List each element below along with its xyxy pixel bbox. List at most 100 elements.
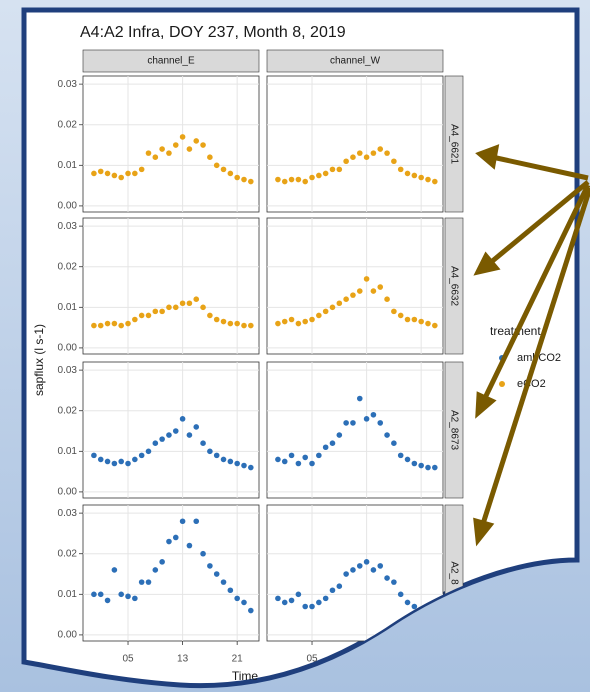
point bbox=[91, 323, 97, 329]
point bbox=[91, 171, 97, 177]
point bbox=[384, 575, 390, 581]
point bbox=[173, 305, 179, 311]
point bbox=[105, 459, 111, 465]
point bbox=[316, 173, 322, 179]
x-tick-label: 05 bbox=[122, 654, 134, 665]
point bbox=[112, 567, 118, 573]
point bbox=[377, 563, 383, 569]
point bbox=[139, 579, 145, 585]
point bbox=[296, 321, 302, 327]
point bbox=[302, 604, 308, 610]
point bbox=[234, 321, 240, 327]
point bbox=[405, 171, 411, 177]
point bbox=[180, 416, 186, 422]
point bbox=[323, 444, 329, 450]
point bbox=[173, 428, 179, 434]
strip-label: A2_8 bbox=[448, 561, 459, 585]
point bbox=[296, 177, 302, 183]
point bbox=[275, 177, 281, 183]
point bbox=[337, 300, 343, 306]
point bbox=[221, 319, 227, 325]
point bbox=[200, 305, 206, 311]
point bbox=[125, 321, 131, 327]
panel bbox=[267, 218, 443, 354]
point bbox=[153, 440, 159, 446]
legend-marker bbox=[499, 381, 505, 387]
point bbox=[412, 173, 418, 179]
point bbox=[241, 463, 247, 469]
point bbox=[357, 563, 363, 569]
point bbox=[343, 158, 349, 164]
y-tick-label: 0.03 bbox=[58, 365, 78, 376]
y-tick-label: 0.03 bbox=[58, 79, 78, 90]
point bbox=[146, 579, 152, 585]
point bbox=[337, 583, 343, 589]
point bbox=[193, 296, 199, 302]
point bbox=[187, 543, 193, 549]
y-axis-label: sapflux (l s-1) bbox=[32, 324, 46, 396]
point bbox=[289, 598, 295, 604]
y-tick-label: 0.03 bbox=[58, 221, 78, 232]
point bbox=[234, 461, 240, 467]
point bbox=[350, 154, 356, 160]
point bbox=[173, 142, 179, 148]
strip-label: A4_6621 bbox=[448, 124, 459, 164]
point bbox=[200, 551, 206, 557]
point bbox=[98, 592, 104, 598]
point bbox=[207, 563, 213, 569]
panel bbox=[83, 76, 259, 212]
page: {"chart_data": {"type": "scatter", "titl… bbox=[0, 0, 590, 692]
point bbox=[193, 518, 199, 524]
point bbox=[432, 465, 438, 471]
point bbox=[98, 457, 104, 463]
point bbox=[159, 559, 165, 565]
point bbox=[309, 317, 315, 323]
point bbox=[234, 175, 240, 181]
point bbox=[330, 440, 336, 446]
point bbox=[425, 177, 431, 183]
point bbox=[309, 175, 315, 181]
point bbox=[153, 154, 159, 160]
point bbox=[180, 300, 186, 306]
point bbox=[377, 284, 383, 290]
point bbox=[125, 171, 131, 177]
point bbox=[316, 453, 322, 459]
y-tick-label: 0.00 bbox=[58, 343, 78, 354]
panel bbox=[83, 362, 259, 498]
point bbox=[425, 321, 431, 327]
point bbox=[275, 457, 281, 463]
point bbox=[364, 416, 370, 422]
point bbox=[350, 292, 356, 298]
point bbox=[398, 453, 404, 459]
point bbox=[139, 167, 145, 173]
point bbox=[166, 432, 172, 438]
strip-label: channel_W bbox=[330, 56, 381, 67]
point bbox=[187, 146, 193, 152]
point bbox=[132, 317, 138, 323]
y-tick-label: 0.00 bbox=[58, 201, 78, 212]
point bbox=[418, 175, 424, 181]
point bbox=[282, 179, 288, 185]
panel bbox=[83, 505, 259, 641]
slide: A4:A2 Infra, DOY 237, Month 8, 2019 sapf… bbox=[0, 0, 590, 692]
point bbox=[207, 449, 213, 455]
point bbox=[248, 608, 254, 614]
point bbox=[159, 436, 165, 442]
point bbox=[309, 461, 315, 467]
point bbox=[228, 587, 234, 593]
point bbox=[282, 459, 288, 465]
point bbox=[289, 177, 295, 183]
y-tick-label: 0.01 bbox=[58, 446, 78, 457]
point bbox=[302, 455, 308, 461]
point bbox=[377, 146, 383, 152]
y-tick-label: 0.02 bbox=[58, 405, 78, 416]
point bbox=[153, 567, 159, 573]
point bbox=[371, 288, 377, 294]
point bbox=[323, 596, 329, 602]
point bbox=[159, 146, 165, 152]
point bbox=[118, 175, 124, 181]
point bbox=[343, 296, 349, 302]
point bbox=[357, 288, 363, 294]
point bbox=[282, 319, 288, 325]
point bbox=[159, 309, 165, 315]
